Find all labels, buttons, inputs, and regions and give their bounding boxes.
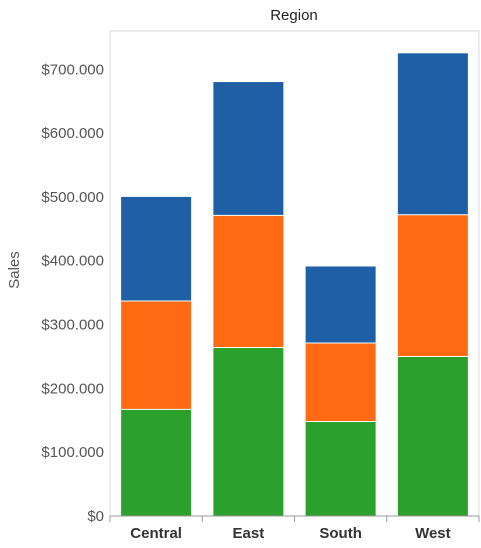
x-tick-label: Central [130,525,182,542]
bar-segment-central-2 [121,196,192,301]
y-axis-ticks: $0 $100.000 $200.000 $300.000 $400.000 $500.0… [41,61,104,525]
y-tick-label: $200.000 [41,380,104,397]
bar-segment-south-2 [305,266,376,344]
bar-segment-south-1 [305,343,376,422]
y-axis-label: Sales [6,251,23,289]
x-tick-label: West [415,525,451,542]
bar-segment-south-0 [305,421,376,516]
bar-segment-east-1 [213,215,284,348]
x-tick-label: East [233,525,265,542]
bar-segment-west-0 [397,356,468,516]
bar-segment-east-0 [213,347,284,516]
y-tick-label: $700.000 [41,61,104,78]
bar-segment-east-2 [213,82,284,216]
x-tick-label: South [319,525,362,542]
bar-segment-west-2 [397,53,468,215]
bar-segment-central-1 [121,300,192,410]
x-axis: Central East South West [109,515,480,542]
y-tick-label: $400.000 [41,253,104,270]
chart-title: Region [270,7,318,24]
bar-segment-central-0 [121,409,192,516]
bars-group [121,53,468,516]
bar-segment-west-1 [397,214,468,357]
y-tick-label: $100.000 [41,444,104,461]
y-tick-label: $500.000 [41,189,104,206]
y-tick-label: $0 [87,508,104,525]
y-tick-label: $300.000 [41,317,104,334]
y-tick-label: $600.000 [41,125,104,142]
